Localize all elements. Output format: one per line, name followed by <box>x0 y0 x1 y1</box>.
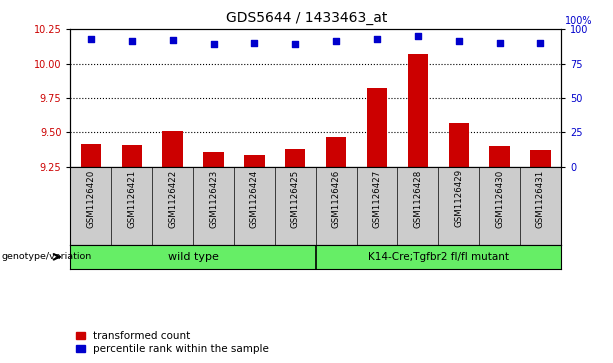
Text: GSM1126422: GSM1126422 <box>168 169 177 228</box>
Text: GSM1126428: GSM1126428 <box>413 169 422 228</box>
Text: GSM1126423: GSM1126423 <box>209 169 218 228</box>
Point <box>168 37 178 43</box>
Text: GSM1126426: GSM1126426 <box>332 169 341 228</box>
Legend: transformed count, percentile rank within the sample: transformed count, percentile rank withi… <box>75 331 269 354</box>
Text: GSM1126421: GSM1126421 <box>128 169 136 228</box>
Text: GSM1126427: GSM1126427 <box>373 169 381 228</box>
Text: 100%: 100% <box>565 16 593 26</box>
Bar <box>162 131 183 167</box>
Point <box>208 41 218 47</box>
Bar <box>285 149 305 167</box>
Point <box>413 33 423 39</box>
Bar <box>408 54 428 167</box>
Point <box>454 38 463 44</box>
Bar <box>367 88 387 167</box>
Bar <box>121 145 142 167</box>
Text: GSM1126424: GSM1126424 <box>250 169 259 228</box>
Bar <box>244 155 265 167</box>
Bar <box>449 123 469 167</box>
Point <box>291 41 300 47</box>
Point <box>249 40 259 46</box>
Text: GSM1126431: GSM1126431 <box>536 169 545 228</box>
Point <box>127 38 137 44</box>
Point <box>495 40 504 46</box>
Text: GSM1126425: GSM1126425 <box>291 169 300 228</box>
Text: GSM1126430: GSM1126430 <box>495 169 504 228</box>
Point <box>372 36 382 42</box>
Bar <box>81 143 101 167</box>
Text: GDS5644 / 1433463_at: GDS5644 / 1433463_at <box>226 11 387 25</box>
Text: GSM1126429: GSM1126429 <box>454 169 463 228</box>
Point <box>331 38 341 44</box>
Text: genotype/variation: genotype/variation <box>1 252 91 261</box>
Bar <box>326 136 346 167</box>
Text: GSM1126420: GSM1126420 <box>86 169 96 228</box>
Point <box>536 40 546 46</box>
Bar <box>489 146 510 167</box>
Bar <box>530 150 550 167</box>
Bar <box>204 152 224 167</box>
Text: wild type: wild type <box>168 252 218 262</box>
Text: K14-Cre;Tgfbr2 fl/fl mutant: K14-Cre;Tgfbr2 fl/fl mutant <box>368 252 509 262</box>
Point <box>86 36 96 42</box>
